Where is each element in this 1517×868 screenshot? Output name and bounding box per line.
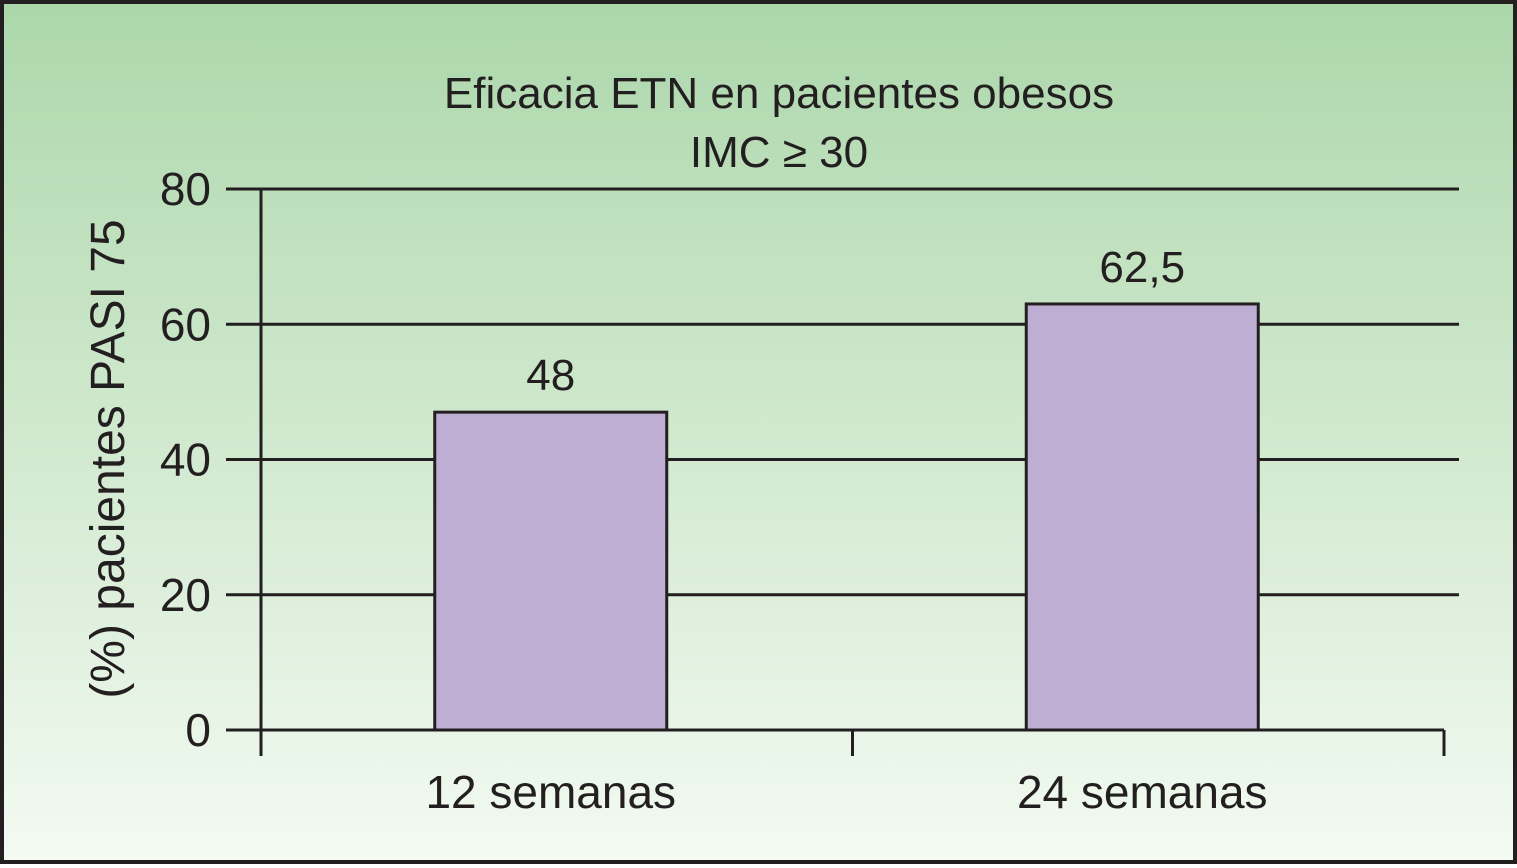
y-axis-label: (%) pacientes PASI 75 (82, 219, 135, 698)
bar-value-label: 62,5 (1099, 243, 1185, 292)
y-tick-label: 40 (160, 434, 211, 486)
axes (259, 189, 1446, 756)
bar-chart: Eficacia ETN en pacientes obesos IMC ≥ 3… (82, 69, 1459, 818)
chart-title: Eficacia ETN en pacientes obesos (444, 69, 1114, 118)
y-tick-label: 60 (160, 298, 211, 350)
bar-value-label: 48 (526, 351, 575, 400)
bars (433, 302, 1260, 732)
y-tick-label: 80 (160, 163, 211, 215)
x-tick-label: 24 semanas (1017, 766, 1268, 818)
gridlines (226, 187, 1459, 732)
labels: 0 20 40 60 80 48 12 semanas 62,5 24 semanas (160, 163, 1268, 818)
bar (1024, 302, 1260, 732)
x-tick-label: 12 semanas (425, 766, 676, 818)
chart-subtitle: IMC ≥ 30 (690, 128, 868, 177)
y-tick-label: 20 (160, 569, 211, 621)
y-tick-label: 0 (185, 704, 211, 756)
bar (433, 410, 669, 732)
